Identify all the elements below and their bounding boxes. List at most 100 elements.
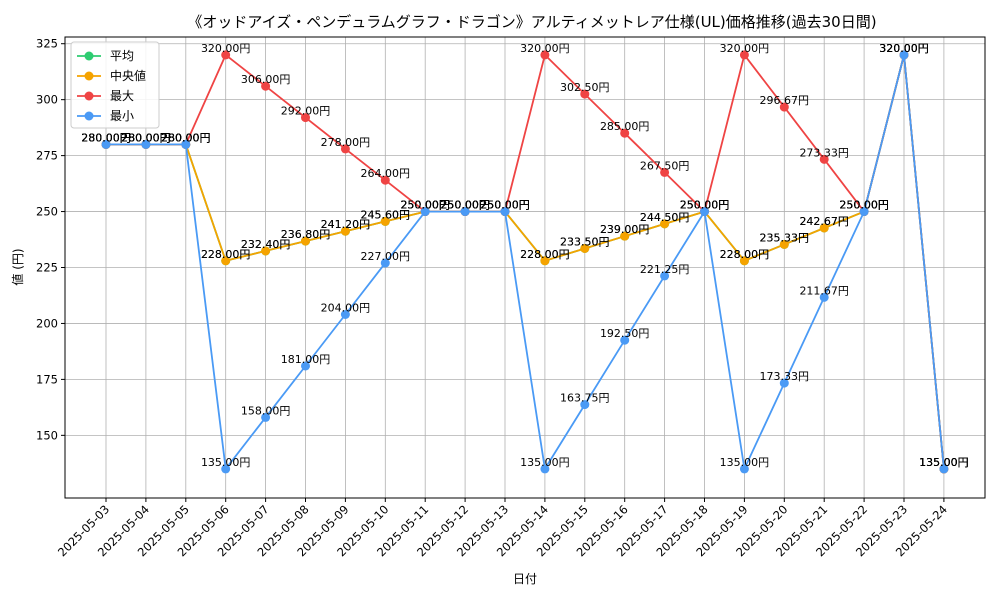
y-axis: 150 175 200 225 250 275 300 325: [36, 37, 65, 442]
y-tick-label: 225: [36, 261, 58, 275]
data-point: [261, 246, 271, 256]
data-point: [620, 128, 630, 138]
data-label: 158.00円: [241, 404, 291, 417]
series-line: [106, 54, 945, 469]
y-tick-label: 300: [36, 93, 58, 107]
data-label: 250.00円: [839, 199, 889, 212]
data-label: 163.75円: [560, 392, 610, 405]
data-point: [101, 139, 111, 149]
legend-label: 最大: [110, 89, 134, 103]
data-point: [540, 464, 550, 474]
data-label: 181.00円: [281, 353, 331, 366]
data-label: 233.50円: [560, 235, 610, 248]
data-point: [380, 216, 390, 226]
data-point: [500, 207, 510, 217]
data-label: 244.50円: [640, 211, 690, 224]
data-point: [540, 50, 550, 60]
data-point: [141, 139, 151, 149]
series-line: [106, 54, 945, 469]
data-label: 250.00円: [440, 199, 490, 212]
data-label: 135.00円: [201, 456, 251, 469]
y-tick-label: 325: [36, 37, 58, 51]
data-point: [779, 102, 789, 112]
data-label: 228.00円: [720, 248, 770, 261]
data-point: [620, 231, 630, 241]
data-label: 267.50円: [640, 159, 690, 172]
data-label: 211.67円: [799, 284, 849, 297]
data-point: [739, 256, 749, 266]
data-point: [460, 207, 470, 217]
data-label: 228.00円: [720, 248, 770, 261]
data-label: 320.00円: [879, 42, 929, 55]
data-label: 302.50円: [560, 81, 610, 94]
data-label: 241.20円: [321, 218, 371, 231]
data-point: [819, 223, 829, 233]
legend-marker: [84, 111, 94, 121]
y-tick-label: 250: [36, 205, 58, 219]
data-label: 192.50円: [600, 327, 650, 340]
data-label: 227.00円: [361, 250, 411, 263]
data-label: 236.80円: [281, 228, 331, 241]
data-label: 250.00円: [480, 199, 530, 212]
legend-label: 平均: [110, 49, 134, 63]
data-label: 239.00円: [600, 223, 650, 236]
data-label: 320.00円: [879, 42, 929, 55]
legend-marker: [84, 91, 94, 101]
data-label: 280.00円: [161, 131, 211, 144]
data-label: 245.60円: [361, 208, 411, 221]
legend-marker: [84, 71, 94, 81]
series-line: [106, 54, 945, 469]
data-label: 320.00円: [520, 42, 570, 55]
data-label: 228.00円: [201, 248, 251, 261]
data-label: 285.00円: [600, 120, 650, 133]
data-point: [660, 167, 670, 177]
data-point: [301, 236, 310, 246]
data-label: 250.00円: [400, 199, 450, 212]
data-label: 242.67円: [799, 215, 849, 228]
data-label: 250.00円: [400, 199, 450, 212]
data-point: [380, 258, 390, 268]
data-label: 228.00円: [520, 248, 570, 261]
data-label: 135.00円: [919, 456, 969, 469]
data-point: [819, 154, 829, 164]
data-point: [221, 50, 231, 60]
series-1: [101, 50, 949, 474]
data-point: [779, 378, 789, 388]
data-label: 236.80円: [281, 228, 331, 241]
y-axis-label: 値 (円): [10, 248, 25, 285]
data-label: 280.00円: [81, 131, 131, 144]
data-point: [580, 243, 590, 253]
data-label: 280.00円: [121, 131, 171, 144]
y-tick-label: 200: [36, 316, 58, 330]
data-label: 135.00円: [720, 456, 770, 469]
data-label: 135.00円: [919, 456, 969, 469]
data-label: 232.40円: [241, 238, 291, 251]
data-label: 135.00円: [520, 456, 570, 469]
y-tick-label: 175: [36, 372, 58, 386]
data-label: 273.33円: [799, 146, 849, 159]
data-point: [540, 256, 550, 266]
data-label: 296.67円: [760, 94, 810, 107]
data-label: 250.00円: [480, 199, 530, 212]
legend-marker: [84, 51, 94, 61]
data-point: [620, 335, 630, 345]
data-label: 135.00円: [919, 456, 969, 469]
data-label: 250.00円: [480, 199, 530, 212]
data-label: 250.00円: [440, 199, 490, 212]
series-line: [106, 54, 945, 470]
data-point: [261, 81, 271, 91]
data-point: [301, 113, 310, 123]
data-label: 280.00円: [81, 131, 131, 144]
data-point: [660, 271, 670, 281]
data-point: [221, 256, 231, 266]
data-point: [420, 207, 430, 217]
data-label: 241.20円: [321, 218, 371, 231]
data-point: [700, 207, 709, 217]
data-label: 250.00円: [680, 199, 730, 212]
data-label: 250.00円: [480, 199, 530, 212]
data-label: 250.00円: [680, 199, 730, 212]
data-label: 204.00円: [321, 301, 371, 314]
legend-label: 最小: [110, 109, 134, 123]
